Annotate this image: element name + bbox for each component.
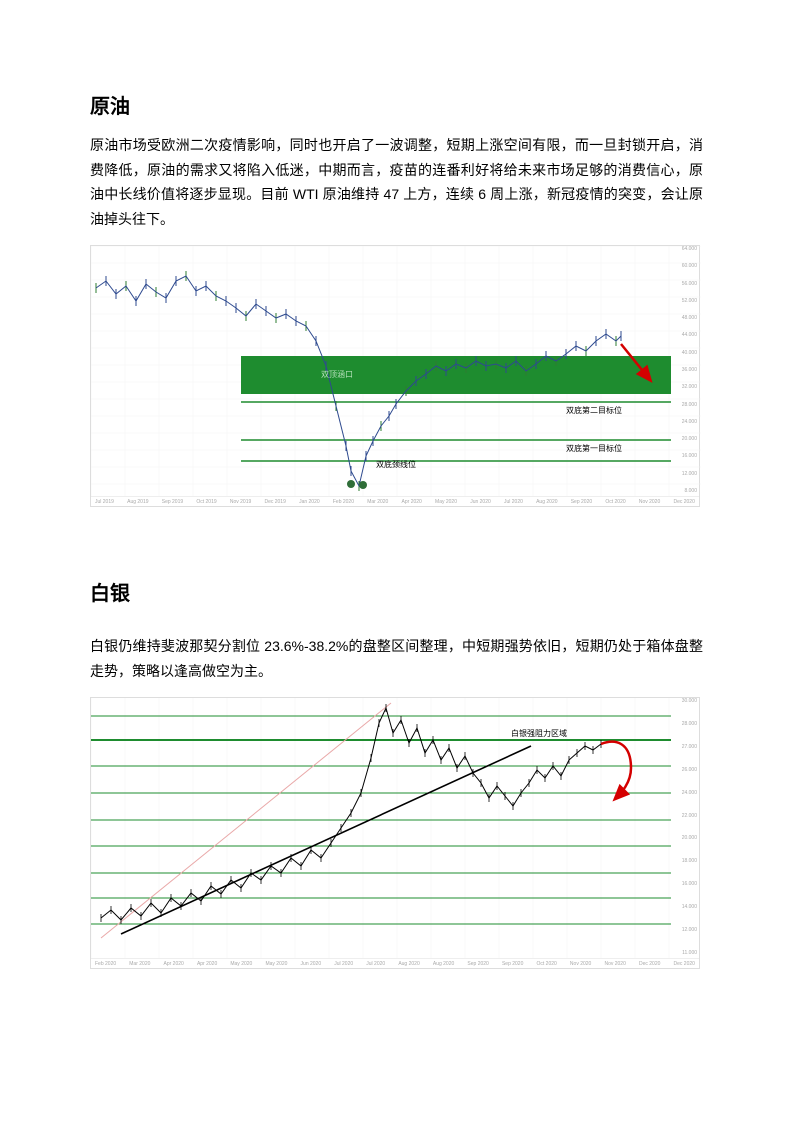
chart2-annot-resistance: 白银强阻力区域 (511, 728, 567, 739)
chart1-annot-target1: 双底第一目标位 (566, 443, 622, 454)
chart1-annot-neckline: 双底颈线位 (376, 459, 416, 470)
chart2-container: 30.00028.00027.00026.00024.00022.00020.0… (90, 697, 700, 969)
chart1-annot-zone: 双顶涵口 (321, 369, 353, 380)
section1-body: 原油市场受欧洲二次疫情影响，同时也开启了一波调整，短期上涨空间有限，而一旦封锁开… (90, 133, 703, 231)
chart2-svg (91, 698, 701, 958)
chart2-x-axis: Feb 2020Mar 2020Apr 2020Apr 2020May 2020… (91, 958, 699, 969)
section1-title: 原油 (90, 90, 703, 119)
chart1-container: 64.00060.00056.00052.00048.00044.00040.0… (90, 245, 700, 507)
section2-title: 白银 (90, 577, 703, 606)
section2-body: 白银仍维持斐波那契分割位 23.6%-38.2%的盘整区间整理，中短期强势依旧，… (90, 634, 703, 683)
chart1-annot-target2: 双底第二目标位 (566, 405, 622, 416)
chart1-x-axis: Jul 2019Aug 2019Sep 2019Oct 2019Nov 2019… (91, 496, 699, 507)
